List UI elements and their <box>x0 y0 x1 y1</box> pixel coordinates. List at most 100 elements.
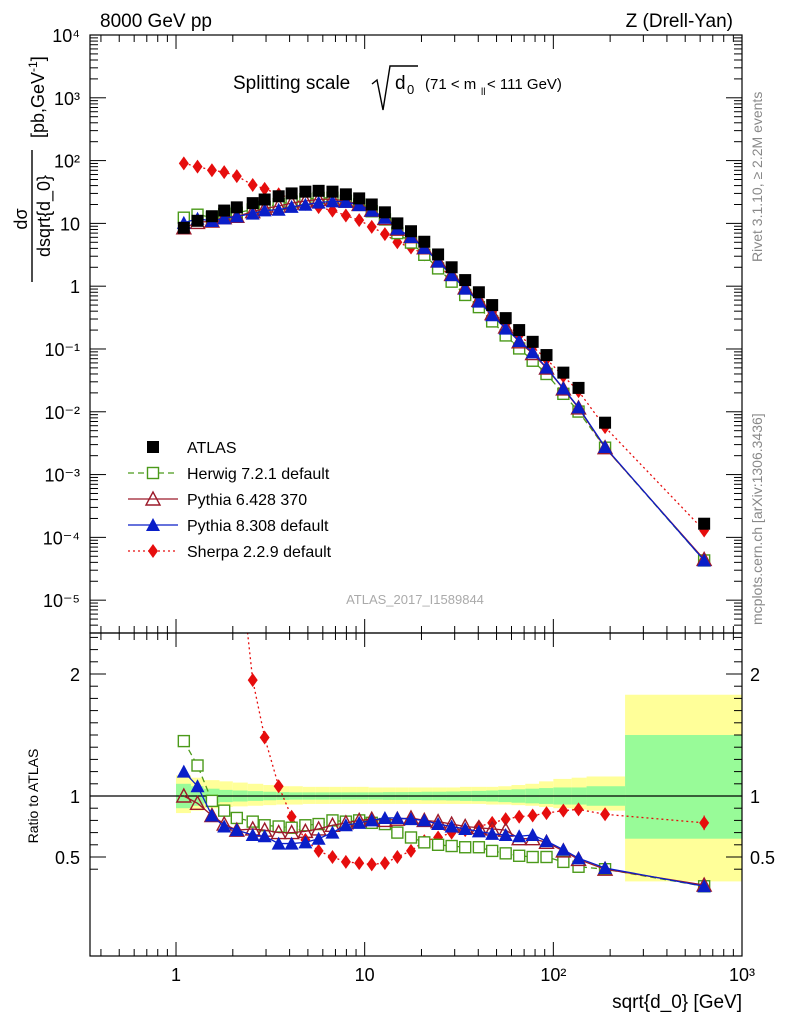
atlas-data-point <box>526 335 539 348</box>
pythia-8-308-default-ratio-point <box>697 879 712 893</box>
atlas-data-point <box>459 274 472 287</box>
sherpa-2-2-9-default-ratio-point <box>219 411 229 425</box>
atlas-data-point <box>339 188 352 201</box>
main-y-tick-label: 10⁻¹ <box>44 340 80 360</box>
pythia-8-308-default-ratio-point <box>485 826 500 840</box>
pythia-8-308-default-ratio-point <box>417 813 432 827</box>
sherpa-2-2-9-default-ratio-point <box>207 252 217 266</box>
pythia-6-428-370-ratio-point <box>189 794 206 811</box>
pythia-8-308-default-main-point <box>271 202 286 216</box>
main-y-tick-label: 10⁻⁴ <box>43 528 80 548</box>
sherpa-2-2-9-default-main-point <box>340 208 351 223</box>
main-series-layer <box>175 156 713 567</box>
pythia-8-308-default-legend-marker <box>146 518 160 531</box>
sherpa-2-2-9-default-main-point <box>219 165 230 180</box>
sherpa-2-2-9-default-legend-label: Sherpa 2.2.9 default <box>187 544 332 561</box>
ratio-frame <box>89 632 743 957</box>
ratio-axes: 1 10 10² 10³ 0.5 0.5 1 1 2 2 <box>55 632 775 985</box>
sherpa-2-2-9-default-main-line <box>183 162 705 531</box>
atlas-data-point <box>285 187 298 200</box>
sherpa-2-2-9-default-ratio-point <box>366 857 377 872</box>
pythia-8-308-default-ratio-point <box>245 828 260 842</box>
sherpa-2-2-9-default-main-point <box>366 219 377 234</box>
sherpa-2-2-9-default-ratio-point <box>327 850 338 864</box>
atlas-data-point <box>499 312 512 325</box>
pythia-8-308-default-ratio-point <box>471 824 486 838</box>
ratio-series-layer <box>175 252 713 893</box>
x-tick-label: 1 <box>171 965 181 985</box>
rivet-version-label: Rivet 3.1.10, ≥ 2.2M events <box>749 92 765 262</box>
atlas-data-point <box>365 198 378 211</box>
atlas-data-point <box>540 349 553 362</box>
pythia-8-308-default-ratio-point <box>458 821 473 835</box>
atlas-data-point <box>177 221 190 234</box>
pythia-8-308-default-main-point <box>217 211 232 225</box>
atlas-data-point <box>698 517 711 530</box>
ratio-ylabel: Ratio to ATLAS <box>25 749 41 844</box>
herwig-7-2-1-default-ratio-point <box>217 804 231 817</box>
sqrt-symbol <box>371 65 418 111</box>
pythia-8-308-default-main-point <box>485 308 500 322</box>
chart-title: Splitting scale d 0 (71 < m ll < 111 GeV… <box>233 65 562 111</box>
herwig-7-2-1-default-ratio-point <box>512 849 526 862</box>
pythia-8-308-default-ratio-point <box>390 810 405 824</box>
ratio-y-tick-label: 0.5 <box>55 848 80 868</box>
sherpa-2-2-9-default-ratio-point <box>286 809 297 824</box>
pythia-8-308-default-ratio-point <box>498 828 513 842</box>
main-axes: 10⁴ 10³ 10² 10 1 10⁻¹ 10⁻² 10⁻³ 10⁻⁴ 10⁻⁵ <box>43 26 743 634</box>
sherpa-2-2-9-default-main-point <box>379 227 390 242</box>
pythia-8-308-default-ratio-point <box>598 860 613 874</box>
pythia-8-308-default-ratio-point <box>284 836 299 850</box>
ratio-y-tick-label-right: 0.5 <box>750 848 775 868</box>
atlas-data-point <box>326 185 339 198</box>
pythia-8-308-default-ratio-point <box>257 829 272 843</box>
atlas-data-point <box>486 299 499 312</box>
pythia-8-308-default-main-point <box>525 345 540 359</box>
herwig-7-2-1-default-legend-marker <box>146 466 160 480</box>
pythia-8-308-default-main-point <box>325 194 340 208</box>
pythia-8-308-default-main-point <box>556 381 571 395</box>
x-tick-label: 10³ <box>729 965 755 985</box>
herwig-7-2-1-default-ratio-point <box>418 836 431 849</box>
atlas-data-point <box>391 217 404 230</box>
herwig-7-2-1-default-ratio-point <box>177 734 191 748</box>
atlas-data-point <box>599 416 612 429</box>
pythia-6-428-370-ratio-point <box>175 787 192 803</box>
pythia-8-308-default-ratio-point <box>539 834 554 848</box>
herwig-7-2-1-default-ratio-point <box>391 826 404 839</box>
herwig-7-2-1-default-ratio-point <box>540 850 553 864</box>
pythia-8-308-default-ratio-point <box>525 828 540 842</box>
ylabel-denominator: dsqrt{d_0} <box>34 175 55 257</box>
sherpa-2-2-9-default-main-point <box>192 159 203 174</box>
pythia-8-308-default-ratio-point <box>176 764 191 778</box>
sherpa-2-2-9-default-legend-marker <box>148 544 158 558</box>
pythia-6-428-370-legend-marker <box>144 490 162 506</box>
sherpa-2-2-9-default-ratio-point <box>354 856 365 871</box>
title-range-sub: ll <box>481 87 485 98</box>
sherpa-2-2-9-default-ratio-point <box>573 802 584 817</box>
herwig-7-2-1-default-ratio-point <box>499 847 512 860</box>
x-tick-label: 10² <box>540 965 566 985</box>
atlas-data-point <box>353 192 366 205</box>
ratio-y-tick-label: 2 <box>70 665 80 685</box>
title-range: (71 < m <box>425 76 476 93</box>
sherpa-2-2-9-default-main-point <box>354 213 365 228</box>
atlas-data-point <box>218 204 231 217</box>
ylabel-units-text: [pb,GeV <box>28 72 48 138</box>
herwig-7-2-1-default-ratio-point <box>191 759 204 772</box>
main-y-tick-label: 1 <box>70 277 80 297</box>
ratio-y-tick-label: 1 <box>70 787 80 807</box>
main-y-tick-label: 10⁴ <box>52 26 80 46</box>
pythia-8-308-default-main-point <box>444 268 459 282</box>
atlas-data-point <box>418 235 431 248</box>
sherpa-2-2-9-default-ratio-point <box>558 803 569 818</box>
ylabel-units: [pb,GeV-1] <box>26 56 48 138</box>
sherpa-2-2-9-default-ratio-point <box>392 850 403 864</box>
atlas-data-point <box>432 248 445 261</box>
ylabel-units-close: ] <box>28 56 48 61</box>
main-y-tick-label: 10² <box>54 152 80 172</box>
main-y-tick-label: 10⁻⁵ <box>43 591 80 611</box>
sherpa-2-2-9-default-ratio-line <box>246 633 705 865</box>
